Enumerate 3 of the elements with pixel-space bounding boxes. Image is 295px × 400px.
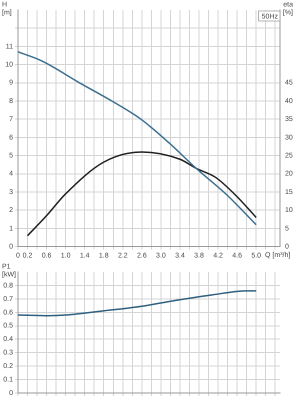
line-series [26,151,257,236]
line-series [18,51,257,226]
line-series [18,290,257,316]
